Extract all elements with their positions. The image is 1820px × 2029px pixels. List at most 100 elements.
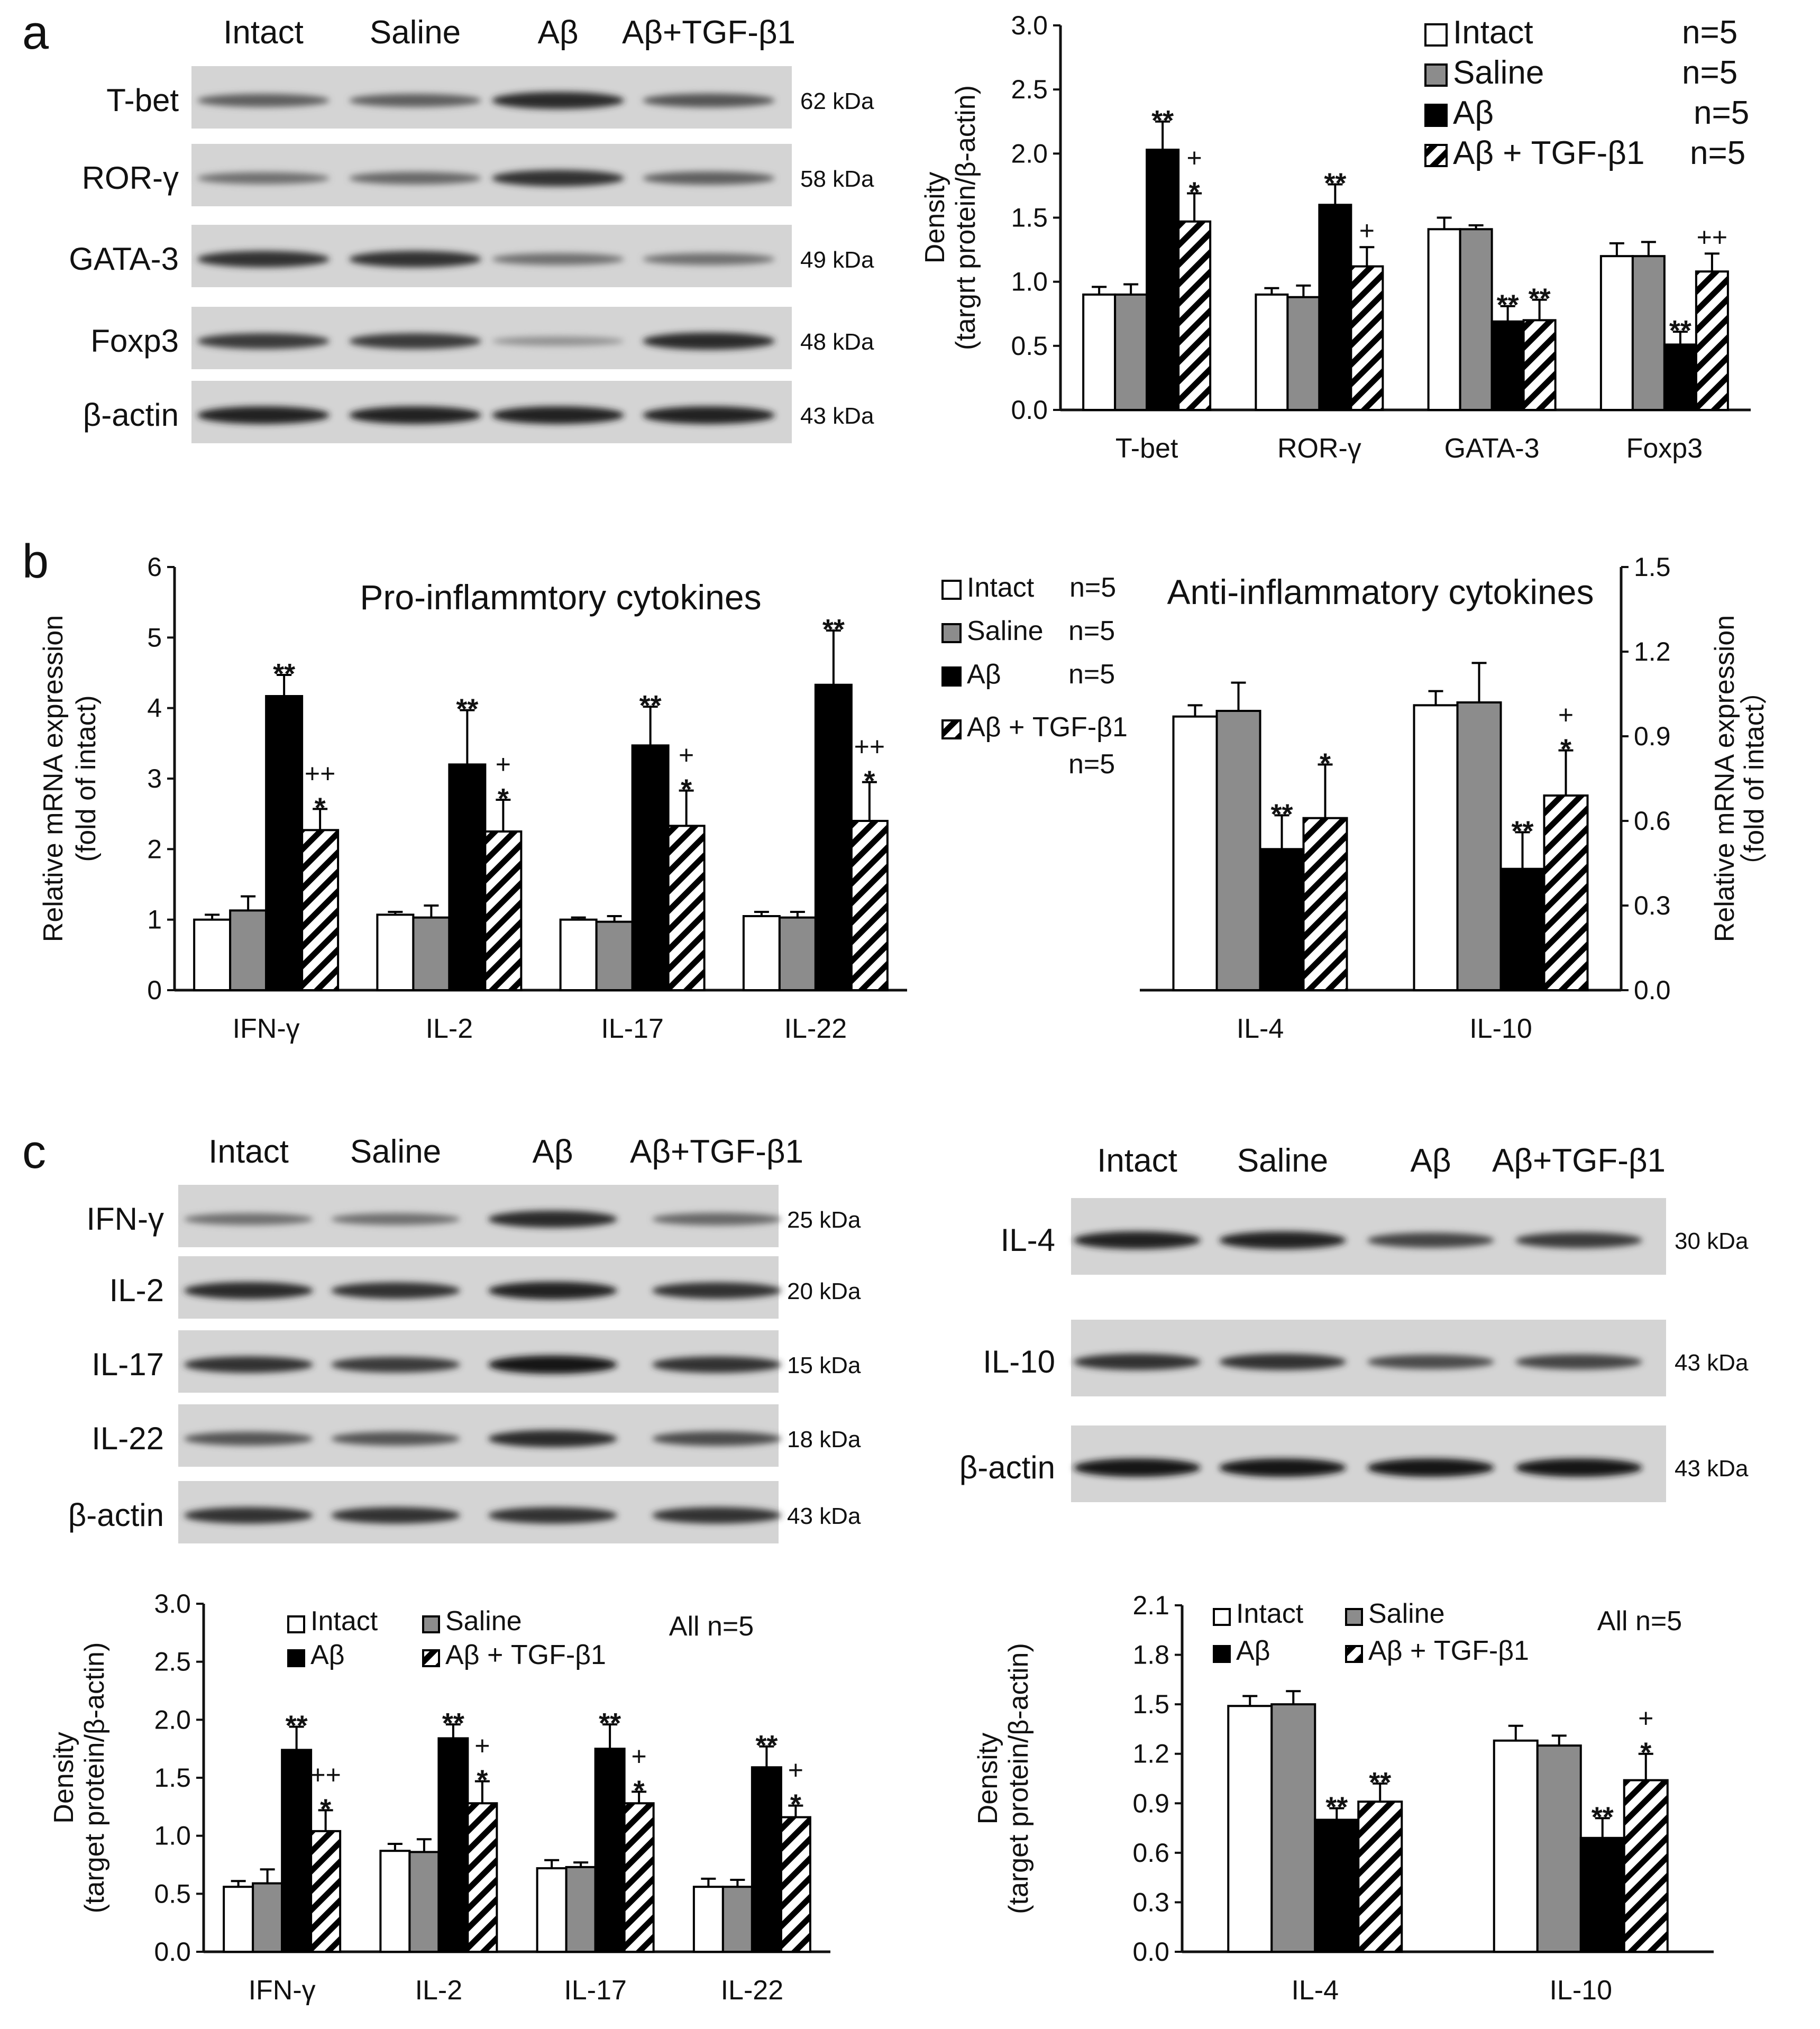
y-axis-label-units: (target protein/β-actin) — [79, 1642, 110, 1914]
significance-star: * — [681, 774, 692, 806]
significance-plus: + — [1558, 700, 1574, 730]
significance-star: * — [864, 765, 875, 797]
legend-n-abeta: n=5 — [1068, 659, 1115, 690]
bar-il-10-abeta-tgf-beta1 — [1623, 1779, 1669, 1953]
significance-plus: + — [496, 750, 511, 779]
bar-il-22-abeta-tgf-beta1 — [780, 1816, 811, 1953]
y-tick-label: 0 — [147, 975, 162, 1005]
significance-plus: + — [1638, 1704, 1653, 1733]
bar-foxp3-saline — [1631, 255, 1666, 411]
protein-label-il-4: IL-4 — [1001, 1222, 1055, 1258]
bar-il-22-abeta — [751, 1766, 782, 1953]
x-tick-label-gata-3: GATA-3 — [1444, 433, 1540, 464]
y-tick-label: 6 — [147, 552, 162, 582]
significance-star: ** — [1325, 1792, 1348, 1823]
significance-plus: ++ — [305, 758, 335, 788]
legend-n-saline: n=5 — [1068, 616, 1115, 646]
significance-plus: ++ — [1697, 222, 1727, 252]
bar-il-22-saline — [721, 1886, 753, 1953]
x-tick-label-foxp3: Foxp3 — [1626, 433, 1703, 464]
bar-ifn-gamma-abeta — [281, 1749, 313, 1953]
bar-il-4-abeta — [1259, 848, 1305, 992]
legend-label-abeta: Aβ — [310, 1640, 345, 1670]
kda-label-il-10: 43 kDa — [1675, 1350, 1749, 1376]
lane-label-saline: Saline — [1237, 1143, 1328, 1179]
y-tick-label: 2.0 — [154, 1705, 191, 1734]
bar-t-bet-abeta-tgf-beta1 — [1177, 220, 1212, 411]
legend-label-intact: Intact — [1453, 14, 1533, 51]
significance-plus: ++ — [310, 1760, 341, 1789]
bar-il-2-abeta-tgf-beta1 — [484, 830, 523, 991]
bar-il-10-abeta — [1499, 867, 1545, 991]
y-tick-label: 5 — [147, 623, 162, 652]
y-tick-label: 1 — [147, 905, 162, 935]
y-tick-label: 1.5 — [1132, 1689, 1169, 1719]
legend-swatch-intact — [941, 580, 962, 600]
kda-label-beta-actin: 43 kDa — [1675, 1456, 1749, 1482]
band-beta-actin-saline — [349, 406, 481, 424]
bar-il-17-intact — [536, 1867, 568, 1953]
y-axis-label-units: （fold of intact） — [1739, 677, 1770, 880]
bar-il-22-abeta-tgf-beta1 — [850, 820, 889, 991]
band-beta-actin-abeta-tgf-beta1 — [643, 406, 775, 424]
legend-swatch-abeta-tgf-beta1 — [422, 1649, 440, 1667]
significance-star: * — [498, 783, 509, 815]
y-tick-label: 0.6 — [1634, 806, 1671, 836]
protein-label-il-22: IL-22 — [92, 1421, 164, 1456]
bar-il-22-saline — [778, 916, 817, 991]
bar-il-17-abeta — [594, 1748, 626, 1953]
significance-star: ** — [286, 1710, 308, 1741]
significance-star: * — [1189, 176, 1200, 208]
legend-label-intact: Intact — [310, 1606, 378, 1637]
bar-ifn-gamma-saline — [252, 1882, 283, 1953]
bar-il-2-abeta — [437, 1737, 469, 1953]
significance-star: * — [320, 1793, 331, 1825]
kda-label-t-bet: 62 kDa — [800, 88, 874, 114]
band-gata-3-saline — [349, 251, 481, 268]
significance-star: * — [1320, 747, 1331, 779]
kda-label-ifn-gamma: 25 kDa — [787, 1207, 861, 1233]
lane-label-abeta-tgf-beta1: Aβ+TGF-β1 — [1492, 1143, 1666, 1179]
significance-plus: + — [788, 1756, 803, 1785]
bar-il-10-abeta-tgf-beta1 — [1543, 794, 1589, 991]
legend-swatch-abeta — [941, 666, 962, 687]
western-blot-a: Intact Saline Aβ Aβ+TGF-β1 T-bet 62 kDa ROR-γ 5… — [69, 14, 874, 443]
band-foxp3-abeta-tgf-beta1 — [643, 332, 775, 350]
kda-label-il-22: 18 kDa — [787, 1427, 861, 1452]
y-tick-label: 1.2 — [1132, 1739, 1169, 1769]
bar-gata-3-saline — [1459, 228, 1493, 411]
band-il-22-abeta — [488, 1430, 617, 1448]
chart-c-left: 0.0 0.5 1.0 1.5 2.0 2.5 3.0 Density (target prot… — [49, 1589, 830, 2006]
band-beta-actin-abeta-tgf-beta1 — [1515, 1458, 1642, 1477]
bar-il-4-intact — [1227, 1705, 1273, 1953]
significance-star: ** — [1511, 815, 1533, 847]
band-beta-actin-saline — [1219, 1458, 1346, 1477]
band-t-bet-abeta-tgf-beta1 — [643, 93, 775, 108]
bar-foxp3-intact — [1599, 255, 1634, 411]
chart-a: 0.0 0.5 1.0 1.5 2.0 2.5 3.0 Density (targrt prot… — [920, 11, 1751, 464]
band-il-10-abeta — [1367, 1354, 1494, 1369]
legend-label-abeta-tgf-beta1: Aβ + TGF-β1 — [967, 712, 1128, 743]
bar-ror-gamma-saline — [1286, 296, 1321, 411]
band-il-17-saline — [331, 1356, 460, 1373]
x-tick-label-il-22: IL-22 — [721, 1975, 784, 2006]
lane-label-abeta-tgf-beta1: Aβ+TGF-β1 — [630, 1134, 803, 1170]
x-tick-label-ifn-gamma: IFN-γ — [233, 1013, 300, 1044]
significance-star: * — [477, 1765, 488, 1796]
band-il-10-abeta-tgf-beta1 — [1515, 1354, 1642, 1370]
band-foxp3-abeta — [492, 336, 624, 346]
band-il-22-abeta-tgf-beta1 — [652, 1431, 781, 1446]
band-ifn-gamma-saline — [331, 1213, 460, 1226]
legend-swatch-abeta — [1213, 1645, 1231, 1663]
lane-label-intact: Intact — [208, 1134, 289, 1170]
lane-label-saline: Saline — [370, 14, 461, 51]
legend-label-intact: Intact — [967, 572, 1035, 603]
y-tick-label: 0.5 — [1011, 331, 1048, 361]
y-tick-label: 1.5 — [154, 1763, 191, 1793]
bar-foxp3-abeta-tgf-beta1 — [1695, 270, 1729, 412]
bar-il-10-intact — [1413, 704, 1459, 992]
y-tick-label: 0.3 — [1634, 891, 1671, 920]
bar-il-10-saline — [1456, 701, 1502, 991]
y-tick-label: 1.0 — [1011, 267, 1048, 297]
